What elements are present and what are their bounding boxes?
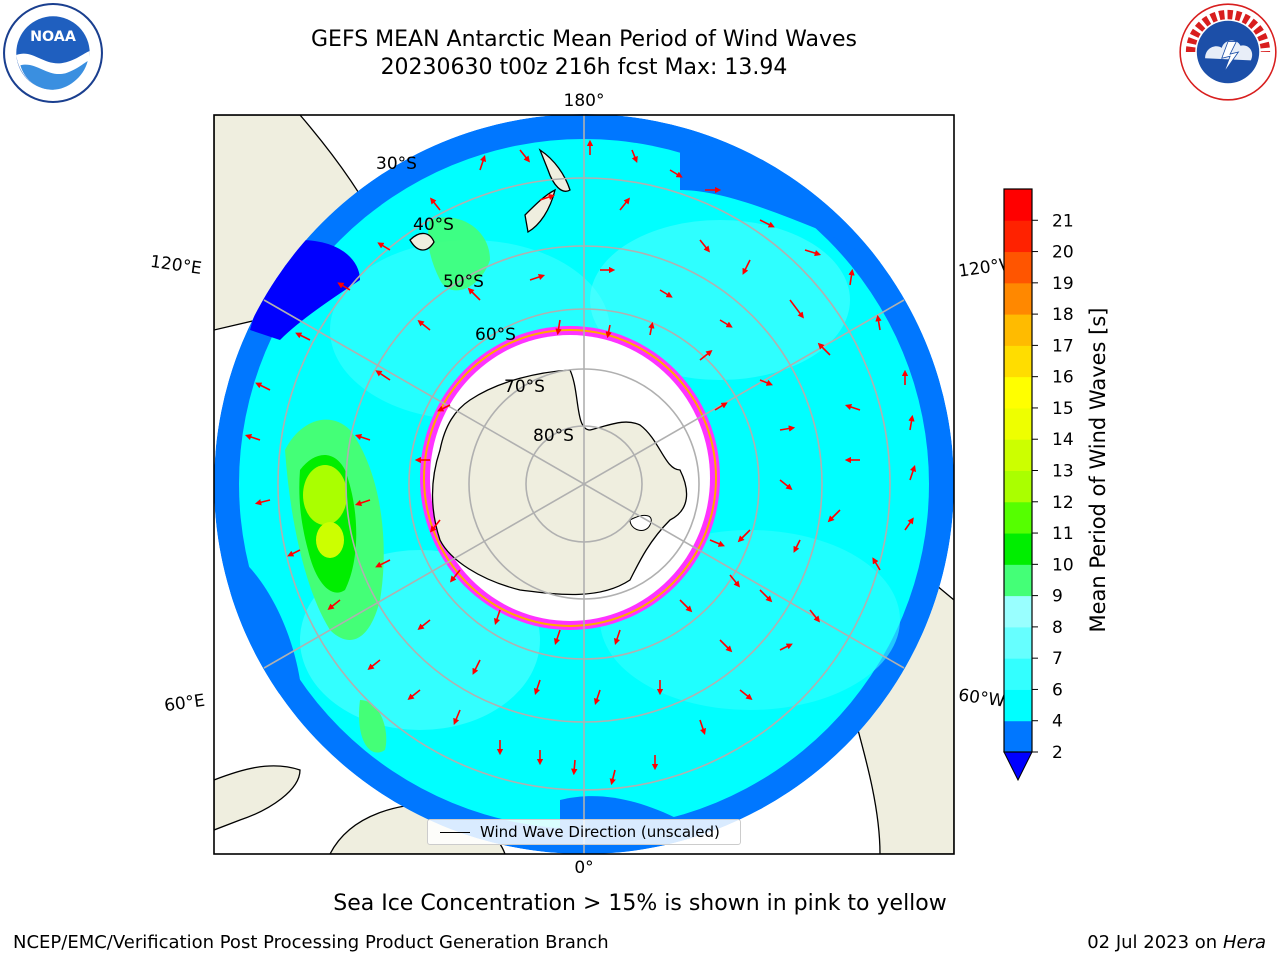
colorbar-tick-label: 14: [1052, 430, 1074, 450]
footer-host: Hera: [1222, 932, 1266, 953]
wind-wave-arrows: [244, 139, 917, 786]
footer-date: 02 Jul 2023 on Hera: [1087, 932, 1266, 953]
colorbar-segment: [1004, 595, 1032, 628]
colorbar-segment: [1004, 439, 1032, 471]
colorbar-tick-label: 10: [1052, 555, 1074, 575]
colorbar-tick-label: 12: [1052, 493, 1074, 513]
colorbar-segment: [1004, 345, 1032, 378]
colorbar-segment: [1004, 689, 1032, 722]
colorbar-segment: [1004, 282, 1032, 315]
colorbar-segment: [1004, 407, 1032, 440]
lat-label-80s: 80°S: [533, 426, 574, 446]
map-legend: Wind Wave Direction (unscaled): [427, 819, 741, 845]
lat-label-70s: 70°S: [504, 377, 545, 397]
green-period-region: [285, 217, 490, 753]
noaa-logo-icon: NOAA: [3, 3, 103, 103]
colorbar-segment: [1004, 720, 1032, 753]
colorbar-tick-label: 18: [1052, 305, 1074, 325]
lon-label-0: 0°: [574, 858, 593, 878]
colorbar-tick-label: 8: [1052, 618, 1063, 638]
colorbar-segment: [1004, 533, 1032, 565]
sea-ice-caption: Sea Ice Concentration > 15% is shown in …: [333, 891, 947, 916]
colorbar-segment: [1004, 564, 1032, 597]
lat-label-60s: 60°S: [475, 325, 516, 345]
colorbar-segment: [1004, 470, 1032, 503]
australia-nz-land: [409, 148, 571, 251]
colorbar-segment: [1004, 220, 1032, 253]
colorbar-tick-label: 20: [1052, 243, 1074, 263]
colorbar-tick-label: 13: [1052, 462, 1074, 482]
map-title: GEFS MEAN Antarctic Mean Period of Wind …: [311, 27, 857, 52]
lat-label-50s: 50°S: [443, 272, 484, 292]
map-subtitle: 20230630 t00z 216h fcst Max: 13.94: [380, 55, 788, 80]
colorbar-tick-label: 11: [1052, 524, 1074, 544]
colorbar-segment: [1004, 658, 1032, 690]
lon-label-60w: 60°W: [957, 685, 1006, 711]
lon-label-120e: 120°E: [149, 252, 203, 279]
colorbar-tick-label: 21: [1052, 211, 1074, 231]
colorbar-segment: [1004, 314, 1032, 346]
lon-label-60e: 60°E: [163, 691, 206, 716]
legend-label: Wind Wave Direction (unscaled): [480, 823, 720, 841]
lon-label-180: 180°: [564, 91, 605, 111]
antarctica-land: [431, 369, 688, 596]
colorbar-tick-label: 16: [1052, 368, 1074, 388]
colorbar-tick-label: 6: [1052, 680, 1063, 700]
colorbar: 2 4 6 7 8 9 10 11 12 13 14 15 16 17 18 19 20 21: [1003, 188, 1074, 782]
legend-line-icon: [440, 831, 470, 833]
colorbar-tick-label: 9: [1052, 587, 1063, 607]
colorbar-tick-label: 4: [1052, 712, 1063, 732]
latitude-labels: 30°S 40°S 50°S 60°S 70°S 80°S: [376, 154, 574, 446]
colorbar-title: Mean Period of Wind Waves [s]: [1086, 307, 1110, 633]
colorbar-tick-label: 15: [1052, 399, 1074, 419]
colorbar-tick-label: 7: [1052, 649, 1063, 669]
footer-credit: NCEP/EMC/Verification Post Processing Pr…: [13, 932, 609, 953]
colorbar-segment: [1004, 189, 1032, 221]
nws-logo-icon: [1178, 2, 1278, 102]
lat-label-30s: 30°S: [376, 154, 417, 174]
colorbar-under-extension: [1003, 751, 1033, 782]
lat-label-40s: 40°S: [413, 215, 454, 235]
graticule: [214, 114, 954, 854]
colorbar-segment: [1004, 251, 1032, 284]
colorbar-segment: [1004, 376, 1032, 409]
colorbar-segment: [1004, 626, 1032, 659]
colorbar-tick-label: 17: [1052, 336, 1074, 356]
colorbar-tick-label: 2: [1052, 743, 1063, 763]
svg-text:NOAA: NOAA: [30, 29, 76, 45]
colorbar-segment: [1004, 501, 1032, 534]
colorbar-tick-label: 19: [1052, 274, 1074, 294]
map-frame-box: [213, 114, 955, 855]
